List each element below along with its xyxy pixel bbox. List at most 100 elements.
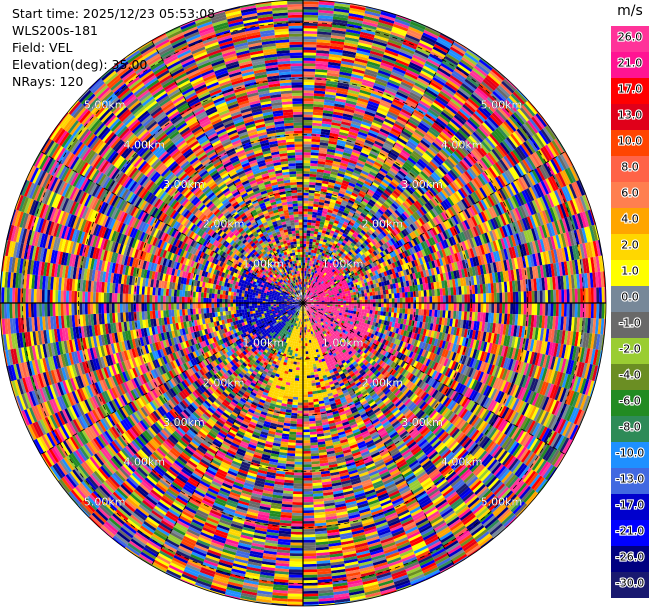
velocity-gate xyxy=(407,184,416,193)
velocity-gate xyxy=(344,172,353,178)
velocity-gate xyxy=(317,166,325,170)
velocity-gate xyxy=(303,55,316,59)
velocity-gate xyxy=(386,84,399,92)
velocity-gate xyxy=(305,243,310,247)
velocity-gate xyxy=(328,56,342,61)
velocity-gate xyxy=(380,181,389,188)
velocity-gate xyxy=(350,266,355,271)
velocity-gate xyxy=(362,234,368,241)
velocity-gate xyxy=(314,71,328,76)
velocity-gate xyxy=(335,261,340,265)
velocity-gate xyxy=(374,243,380,250)
velocity-gate xyxy=(465,50,481,62)
velocity-gate xyxy=(335,272,339,276)
velocity-gate xyxy=(510,151,520,164)
velocity-gate xyxy=(311,244,316,248)
velocity-gate xyxy=(303,219,308,223)
velocity-gate xyxy=(402,292,406,298)
velocity-gate xyxy=(491,68,505,81)
velocity-gate xyxy=(394,174,403,182)
velocity-gate xyxy=(394,198,403,206)
velocity-gate xyxy=(431,124,442,134)
velocity-gate xyxy=(426,201,434,210)
velocity-gate xyxy=(488,303,492,313)
velocity-gate xyxy=(483,303,487,313)
velocity-gate xyxy=(405,186,414,195)
velocity-gate xyxy=(545,290,549,303)
velocity-gate xyxy=(315,290,318,293)
velocity-gate xyxy=(309,168,318,172)
velocity-gate xyxy=(430,51,445,61)
velocity-gate xyxy=(472,164,482,175)
velocity-gate xyxy=(314,74,327,78)
velocity-gate xyxy=(329,218,335,223)
velocity-gate xyxy=(518,144,529,158)
velocity-gate xyxy=(303,181,310,185)
velocity-gate xyxy=(414,82,427,91)
velocity-gate xyxy=(406,173,415,181)
velocity-gate xyxy=(359,264,364,270)
velocity-gate xyxy=(369,241,375,248)
velocity-gate xyxy=(342,256,347,262)
velocity-gate xyxy=(416,44,432,54)
velocity-gate xyxy=(337,195,344,200)
velocity-gate xyxy=(393,144,403,152)
velocity-gate xyxy=(399,214,406,222)
velocity-gate xyxy=(430,197,439,207)
velocity-gate xyxy=(385,116,396,124)
velocity-gate xyxy=(479,173,489,185)
velocity-gate xyxy=(332,299,336,302)
velocity-gate xyxy=(339,228,345,234)
velocity-gate xyxy=(318,9,334,14)
velocity-gate xyxy=(338,240,343,245)
velocity-gate xyxy=(366,292,370,297)
velocity-gate xyxy=(387,41,402,50)
velocity-gate xyxy=(314,282,318,286)
velocity-gate xyxy=(438,133,449,143)
velocity-gate xyxy=(435,97,448,107)
velocity-gate xyxy=(457,162,467,173)
velocity-gate xyxy=(403,200,412,208)
velocity-gate xyxy=(312,117,323,121)
velocity-gate xyxy=(341,121,352,127)
velocity-gate xyxy=(357,131,368,138)
velocity-gate xyxy=(364,296,368,300)
velocity-gate xyxy=(443,187,452,197)
velocity-gate xyxy=(464,78,478,90)
velocity-gate xyxy=(308,282,311,286)
velocity-gate xyxy=(310,271,313,275)
velocity-gate xyxy=(410,59,425,68)
velocity-gate xyxy=(346,252,351,258)
velocity-gate xyxy=(450,98,463,109)
velocity-gate xyxy=(453,303,457,312)
velocity-gate xyxy=(411,20,427,28)
velocity-gate xyxy=(434,309,438,318)
velocity-gate xyxy=(360,236,366,243)
velocity-gate xyxy=(342,211,349,217)
velocity-gate xyxy=(443,175,452,185)
velocity-gate xyxy=(517,108,530,122)
velocity-gate xyxy=(501,157,511,170)
velocity-gate xyxy=(314,247,318,251)
velocity-gate xyxy=(459,160,469,171)
velocity-gate xyxy=(346,97,358,103)
velocity-gate xyxy=(318,290,322,293)
velocity-gate xyxy=(485,303,489,313)
velocity-gate xyxy=(378,130,389,138)
velocity-gate xyxy=(332,234,338,239)
velocity-gate xyxy=(303,65,316,69)
velocity-gate xyxy=(303,146,312,150)
velocity-gate xyxy=(303,254,306,258)
velocity-gate xyxy=(516,88,529,102)
velocity-gate xyxy=(303,30,318,35)
velocity-gate xyxy=(329,45,344,51)
velocity-gate xyxy=(487,135,498,148)
velocity-gate xyxy=(355,52,370,59)
velocity-gate xyxy=(318,7,334,12)
velocity-gate xyxy=(391,192,399,199)
velocity-gate xyxy=(326,271,331,275)
velocity-gate xyxy=(303,103,314,107)
velocity-gate xyxy=(311,147,320,151)
velocity-gate xyxy=(328,53,343,59)
velocity-gate xyxy=(320,218,326,223)
